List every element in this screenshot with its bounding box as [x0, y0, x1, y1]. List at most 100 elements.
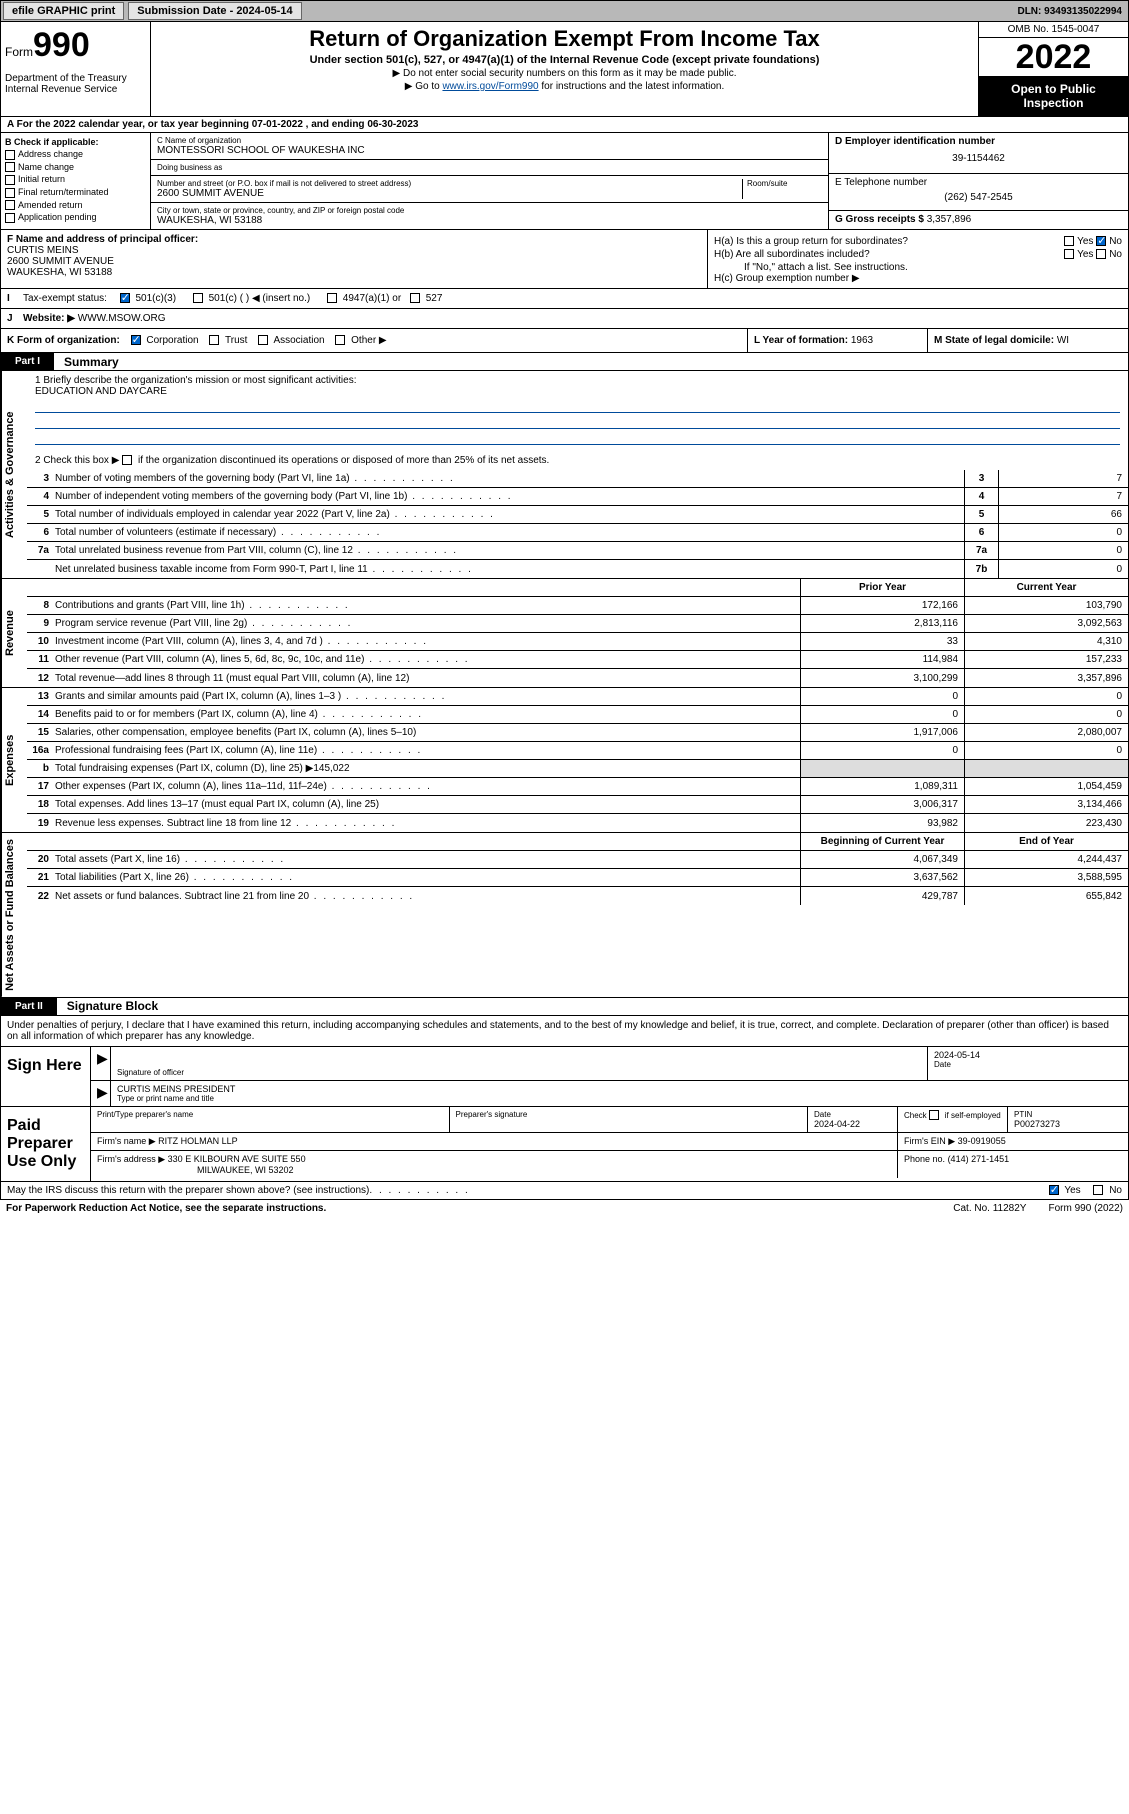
d7b: Net unrelated business taxable income fr…	[55, 562, 964, 577]
b5: 5	[964, 506, 998, 523]
ck-self-employed[interactable]	[929, 1110, 939, 1120]
d14: Benefits paid to or for members (Part IX…	[55, 707, 800, 722]
ck-ha-no[interactable]	[1096, 236, 1106, 246]
d19: Revenue less expenses. Subtract line 18 …	[55, 816, 800, 831]
v5: 66	[998, 506, 1128, 523]
ck-assoc[interactable]	[258, 335, 268, 345]
ln20: 20	[27, 854, 55, 865]
part1-tag: Part I	[1, 353, 54, 370]
top-bar: efile GRAPHIC print Submission Date - 20…	[0, 0, 1129, 22]
v7b: 0	[998, 560, 1128, 578]
paperwork-footer: For Paperwork Reduction Act Notice, see …	[0, 1200, 1129, 1217]
lbl-amended: Amended return	[18, 200, 83, 210]
form-foot: Form 990 (2022)	[1049, 1203, 1123, 1214]
ck-501c[interactable]	[193, 293, 203, 303]
row-klm: K Form of organization: Corporation Trus…	[0, 329, 1129, 353]
header-mid: Return of Organization Exempt From Incom…	[151, 22, 978, 116]
sign-here-label: Sign Here	[1, 1047, 91, 1106]
submission-date-button[interactable]: Submission Date - 2024-05-14	[128, 2, 301, 20]
ck-corp[interactable]	[131, 335, 141, 345]
d17: Other expenses (Part IX, column (A), lin…	[55, 779, 800, 794]
vlabel-net: Net Assets or Fund Balances	[1, 833, 27, 997]
c10: 4,310	[964, 633, 1128, 650]
ck-discuss-no[interactable]	[1093, 1185, 1103, 1195]
c9: 3,092,563	[964, 615, 1128, 632]
net-header: Beginning of Current Year End of Year	[27, 833, 1128, 851]
ck-trust[interactable]	[209, 335, 219, 345]
phone-value: (414) 271-1451	[948, 1154, 1010, 1164]
firm-ein-label: Firm's EIN ▶	[904, 1136, 955, 1146]
ck-ha-yes[interactable]	[1064, 236, 1074, 246]
ck-hb-yes[interactable]	[1064, 249, 1074, 259]
sig-date: 2024-05-14	[934, 1050, 1122, 1060]
website-value: WWW.MSOW.ORG	[78, 313, 166, 324]
ptin-label: PTIN	[1014, 1110, 1122, 1119]
lbl-4947: 4947(a)(1) or	[343, 293, 401, 304]
lbl-app-pending: Application pending	[18, 212, 97, 222]
p10: 33	[800, 633, 964, 650]
c12: 3,357,896	[964, 669, 1128, 687]
p19: 93,982	[800, 814, 964, 832]
p20: 4,067,349	[800, 851, 964, 868]
org-name-label: C Name of organization	[157, 136, 822, 145]
section-revenue: Revenue Prior Year Current Year 8Contrib…	[0, 579, 1129, 688]
lbl-corp: Corporation	[146, 335, 198, 346]
efile-button[interactable]: efile GRAPHIC print	[3, 2, 124, 20]
p22: 429,787	[800, 887, 964, 905]
ck-final-return[interactable]	[5, 188, 15, 198]
part2-title: Signature Block	[57, 999, 158, 1013]
header-left: Form990 Department of the Treasury Inter…	[1, 22, 151, 116]
ln7a: 7a	[27, 545, 55, 556]
ln6: 6	[27, 527, 55, 538]
part2-header: Part II Signature Block	[0, 998, 1129, 1016]
ck-address-change[interactable]	[5, 150, 15, 160]
v6: 0	[998, 524, 1128, 541]
uline3	[35, 431, 1120, 445]
city-label: City or town, state or province, country…	[157, 206, 822, 215]
officer-addr1: 2600 SUMMIT AVENUE	[7, 256, 701, 267]
prep-name-label: Print/Type preparer's name	[97, 1110, 443, 1119]
lbl-trust: Trust	[225, 335, 247, 346]
ha-label: H(a) Is this a group return for subordin…	[714, 236, 1058, 247]
d6: Total number of volunteers (estimate if …	[55, 525, 964, 540]
section-net-assets: Net Assets or Fund Balances Beginning of…	[0, 833, 1129, 998]
officer-addr2: WAUKESHA, WI 53188	[7, 267, 701, 278]
part1-header: Part I Summary	[0, 353, 1129, 371]
v3: 7	[998, 470, 1128, 487]
ck-other[interactable]	[335, 335, 345, 345]
ln19: 19	[27, 818, 55, 829]
p12: 3,100,299	[800, 669, 964, 687]
p9: 2,813,116	[800, 615, 964, 632]
ck-527[interactable]	[410, 293, 420, 303]
d10: Investment income (Part VIII, column (A)…	[55, 634, 800, 649]
ln16a: 16a	[27, 745, 55, 756]
irs-link[interactable]: www.irs.gov/Form990	[442, 81, 538, 92]
ein-value: 39-1154462	[835, 147, 1122, 170]
ck-hb-no[interactable]	[1096, 249, 1106, 259]
ln18: 18	[27, 799, 55, 810]
c20: 4,244,437	[964, 851, 1128, 868]
header-right: OMB No. 1545-0047 2022 Open to Public In…	[978, 22, 1128, 116]
ck-name-change[interactable]	[5, 162, 15, 172]
ck-501c3[interactable]	[120, 293, 130, 303]
ck-discuss-yes[interactable]	[1049, 1185, 1059, 1195]
ck-amended[interactable]	[5, 200, 15, 210]
omb-number: OMB No. 1545-0047	[979, 22, 1128, 38]
ck-discontinued[interactable]	[122, 455, 132, 465]
dba-label: Doing business as	[157, 163, 822, 172]
firm-addr-label: Firm's address ▶	[97, 1154, 165, 1164]
prep-sig-label: Preparer's signature	[456, 1110, 802, 1119]
d5: Total number of individuals employed in …	[55, 507, 964, 522]
ck-app-pending[interactable]	[5, 213, 15, 223]
c19: 223,430	[964, 814, 1128, 832]
tax-status-label: Tax-exempt status:	[23, 293, 107, 304]
d22: Net assets or fund balances. Subtract li…	[55, 889, 800, 904]
ck-initial-return[interactable]	[5, 175, 15, 185]
form-number: Form990	[5, 26, 146, 65]
ln9: 9	[27, 618, 55, 629]
note-post: for instructions and the latest informat…	[539, 81, 725, 92]
ln12: 12	[27, 673, 55, 684]
c18: 3,134,466	[964, 796, 1128, 813]
ck-4947[interactable]	[327, 293, 337, 303]
tel-value: (262) 547-2545	[835, 188, 1122, 207]
